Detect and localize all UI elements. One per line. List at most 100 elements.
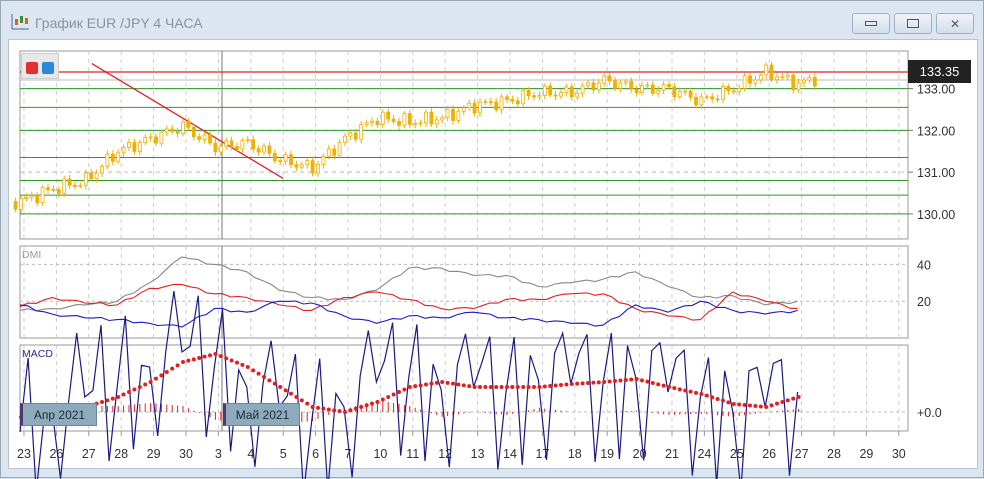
candle <box>256 148 261 153</box>
signal-dot <box>488 385 493 389</box>
signal-dot <box>343 410 347 414</box>
candle <box>94 172 99 180</box>
signal-dot <box>656 382 661 387</box>
signal-dot <box>326 407 331 412</box>
candle <box>499 96 504 111</box>
candle <box>640 85 644 94</box>
signal-dot <box>154 376 158 381</box>
candle <box>715 98 720 101</box>
candle <box>726 86 731 92</box>
candle <box>110 153 115 162</box>
signal-dot <box>310 405 315 409</box>
candle <box>348 132 353 137</box>
candle <box>650 84 655 94</box>
y-tick-label: 130.00 <box>917 208 955 222</box>
candle <box>78 184 83 187</box>
close-button[interactable]: ✕ <box>936 13 974 34</box>
signal-dot <box>640 378 644 383</box>
signal-dot <box>132 387 137 392</box>
signal-dot <box>737 402 742 407</box>
candle <box>386 111 391 120</box>
candle <box>127 142 131 148</box>
candle <box>634 89 639 94</box>
candle <box>316 164 320 174</box>
dmi-label: DMI <box>22 249 42 261</box>
candle <box>548 85 553 96</box>
candle <box>164 128 169 133</box>
x-tick-label: 28 <box>114 447 128 461</box>
signal-dot <box>499 385 504 389</box>
signal-dot <box>748 403 752 408</box>
candle <box>812 77 817 87</box>
candle <box>710 96 715 100</box>
candle <box>413 123 418 125</box>
candle <box>748 75 752 84</box>
signal-dot <box>569 382 574 386</box>
candle <box>461 107 466 112</box>
candle <box>721 86 725 100</box>
x-tick-label: 7 <box>345 447 352 461</box>
candle <box>418 122 423 125</box>
candle <box>148 136 153 139</box>
signal-dot <box>316 405 320 410</box>
signal-dot <box>564 382 569 387</box>
signal-dot <box>613 379 617 383</box>
macd-label: MACD <box>22 348 53 360</box>
candle <box>677 91 682 98</box>
x-tick-label: 24 <box>697 447 711 461</box>
signal-dot <box>170 366 175 371</box>
candle <box>83 172 88 186</box>
signal-dot <box>402 387 407 392</box>
candle <box>35 195 40 204</box>
candle <box>775 76 779 81</box>
candle <box>181 121 185 134</box>
signal-dot <box>251 368 256 373</box>
candle <box>175 131 180 134</box>
signal-dot <box>650 381 655 385</box>
signal-dot <box>278 385 283 389</box>
candle <box>326 148 331 157</box>
signal-dot <box>780 400 785 404</box>
signal-dot <box>116 395 121 399</box>
candle <box>807 77 812 81</box>
candle <box>537 95 542 98</box>
signal-dot <box>272 381 277 386</box>
candle <box>73 185 77 187</box>
signal-dot <box>391 392 396 397</box>
x-tick-label: 29 <box>147 447 161 461</box>
maximize-button[interactable] <box>894 13 932 34</box>
signal-dot <box>694 390 698 395</box>
signal-dot <box>478 385 482 389</box>
signal-dot <box>218 354 223 359</box>
signal-dot <box>677 387 682 392</box>
signal-dot <box>429 381 434 386</box>
signal-dot <box>731 402 736 406</box>
signal-dot <box>715 397 720 401</box>
x-tick-label: 18 <box>568 447 582 461</box>
candle <box>359 123 364 140</box>
signal-dot <box>159 373 164 378</box>
candle <box>769 64 774 81</box>
signal-dot <box>634 377 639 381</box>
candle <box>764 64 769 76</box>
signal-dot <box>461 383 466 388</box>
window-title: График EUR /JPY 4 ЧАСА <box>35 15 203 31</box>
candle <box>29 195 34 198</box>
signal-dot <box>386 395 391 399</box>
signal-dot <box>375 400 380 404</box>
candle <box>121 146 126 154</box>
candle <box>731 90 736 93</box>
candle <box>272 152 277 162</box>
signal-dot <box>505 385 509 389</box>
trendline <box>91 62 284 179</box>
candle <box>19 198 23 210</box>
candle <box>613 80 617 89</box>
signal-dot <box>337 409 342 414</box>
candle <box>235 146 239 150</box>
x-tick-label: 29 <box>859 447 873 461</box>
minimize-icon <box>865 21 877 26</box>
signal-dot <box>208 353 212 358</box>
minimize-button[interactable] <box>852 13 890 34</box>
